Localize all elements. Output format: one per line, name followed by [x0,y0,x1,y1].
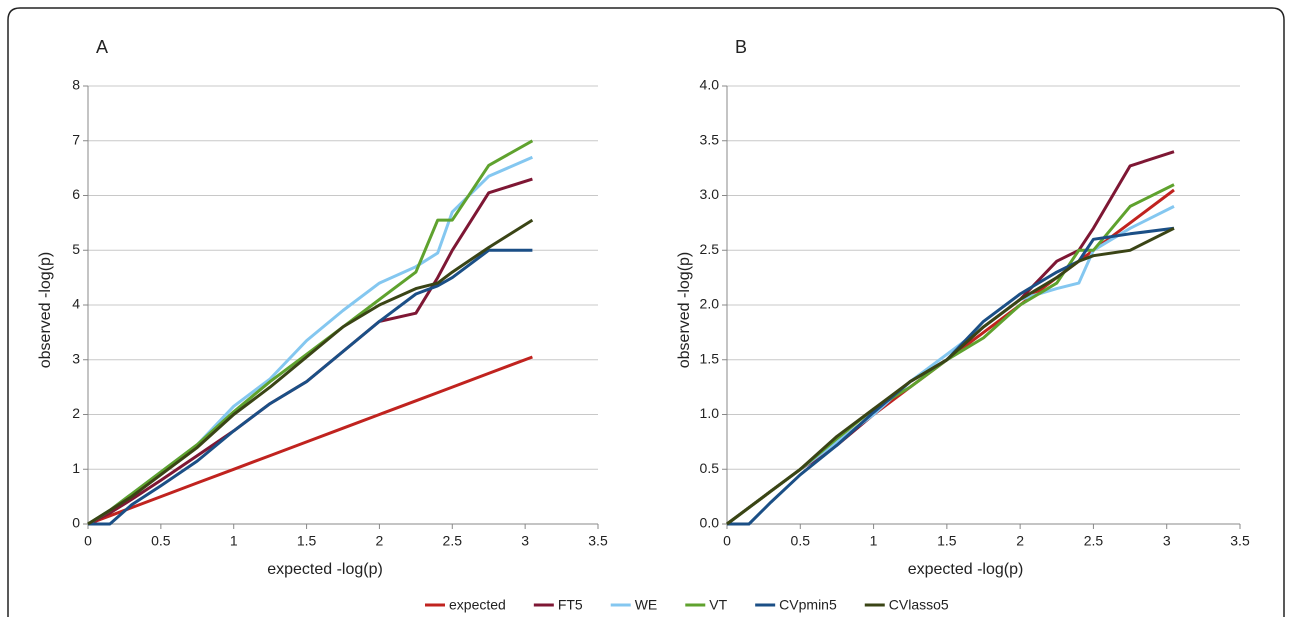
legend-label: CVlasso5 [889,597,949,613]
x-tick-label: 2.5 [443,533,463,549]
legend-label: WE [635,597,658,613]
y-tick-label: 2.0 [700,296,720,312]
x-tick-label: 0 [84,533,92,549]
y-tick-label: 3.5 [700,131,720,147]
x-tick-label: 3 [521,533,529,549]
y-tick-label: 2 [72,405,80,421]
x-tick-label: 1 [230,533,238,549]
y-tick-label: 1.0 [700,405,720,421]
series-line [726,226,1175,526]
series-line [88,248,533,526]
x-axis-label: expected -log(p) [267,561,383,578]
x-tick-label: 0 [723,533,731,549]
y-tick-label: 3 [72,350,80,366]
legend-label: VT [709,597,727,613]
x-tick-label: 0.5 [151,533,171,549]
y-tick-label: 6 [72,186,80,202]
y-tick-label: 1 [72,460,80,476]
series-line [87,355,533,526]
frame [7,7,1285,617]
y-tick-label: 2.5 [700,241,720,257]
x-tick-label: 3.5 [588,533,608,549]
y-tick-label: 0.5 [700,460,720,476]
panel-label: B [735,37,747,57]
legend-label: FT5 [558,597,583,613]
y-tick-label: 3.0 [700,186,720,202]
series-line [727,226,1175,526]
x-tick-label: 3 [1163,533,1171,549]
y-axis-label: observed -log(p) [676,252,693,369]
legend-label: CVpmin5 [779,597,837,613]
x-tick-label: 3.5 [1230,533,1250,549]
legend-label: expected [449,597,506,613]
x-tick-label: 1.5 [297,533,317,549]
panel-label: A [96,37,108,57]
y-axis-label: observed -log(p) [37,252,54,369]
x-tick-label: 2 [376,533,384,549]
y-tick-label: 0 [72,515,80,531]
y-tick-label: 1.5 [700,350,720,366]
x-tick-label: 1.5 [937,533,957,549]
x-tick-label: 2 [1016,533,1024,549]
y-tick-label: 0.0 [700,515,720,531]
x-axis-label: expected -log(p) [908,561,1024,578]
y-tick-label: 8 [72,77,80,93]
y-tick-label: 4.0 [700,77,720,93]
x-tick-label: 2.5 [1084,533,1104,549]
y-tick-label: 4 [72,296,80,312]
y-tick-label: 5 [72,241,80,257]
series-line [87,139,534,526]
series-line [726,150,1175,526]
x-tick-label: 0.5 [791,533,811,549]
x-tick-label: 1 [870,533,878,549]
y-tick-label: 7 [72,131,80,147]
series-line [87,218,534,526]
